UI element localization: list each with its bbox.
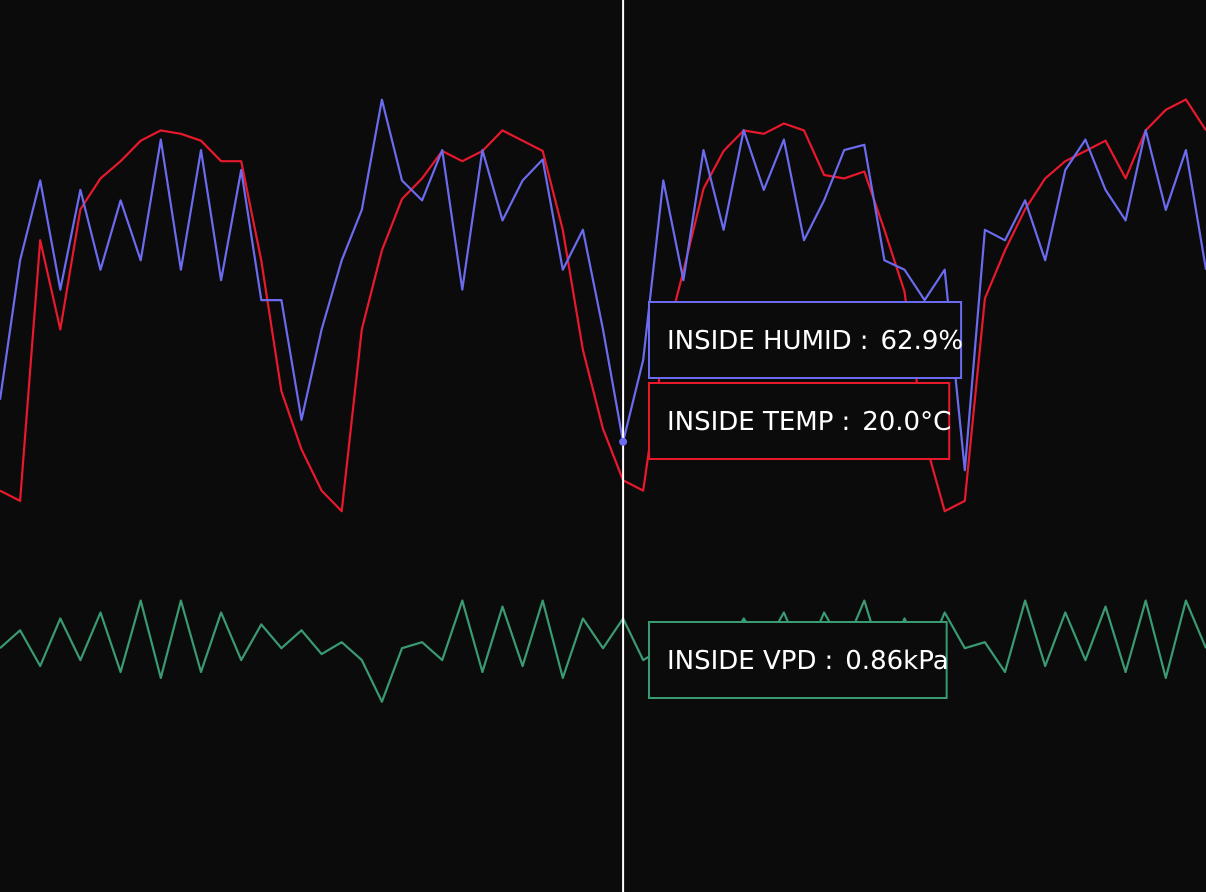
- series-line: [0, 98, 1206, 472]
- tooltip-value: 62.9%: [880, 326, 963, 356]
- tooltip-name: INSIDE VPD: [667, 646, 817, 676]
- tooltip: INSIDE VPD:0.86kPa: [648, 621, 949, 699]
- tooltip-box: [648, 621, 948, 699]
- tooltip: INSIDE HUMID:62.9%: [648, 301, 963, 379]
- series-line: [0, 599, 1206, 703]
- tooltip-value: 0.86kPa: [845, 646, 948, 676]
- tooltip-box: [648, 301, 963, 379]
- tooltip-separator: :: [841, 407, 850, 437]
- tooltip-text: INSIDE HUMID:62.9%: [667, 326, 963, 356]
- series-line: [0, 98, 1206, 513]
- tooltip-box: [648, 382, 951, 460]
- tooltip-separator: :: [825, 646, 834, 676]
- cursor-point: [619, 437, 628, 446]
- tooltip-value: 20.0°C: [862, 407, 951, 437]
- tooltip-name: INSIDE TEMP: [667, 407, 833, 437]
- tooltip-text: INSIDE TEMP:20.0°C: [667, 407, 951, 437]
- tooltip: INSIDE TEMP:20.0°C: [648, 382, 951, 460]
- tooltip-text: INSIDE VPD:0.86kPa: [667, 646, 949, 676]
- tooltip-name: INSIDE HUMID: [667, 326, 852, 356]
- tooltip-separator: :: [860, 326, 869, 356]
